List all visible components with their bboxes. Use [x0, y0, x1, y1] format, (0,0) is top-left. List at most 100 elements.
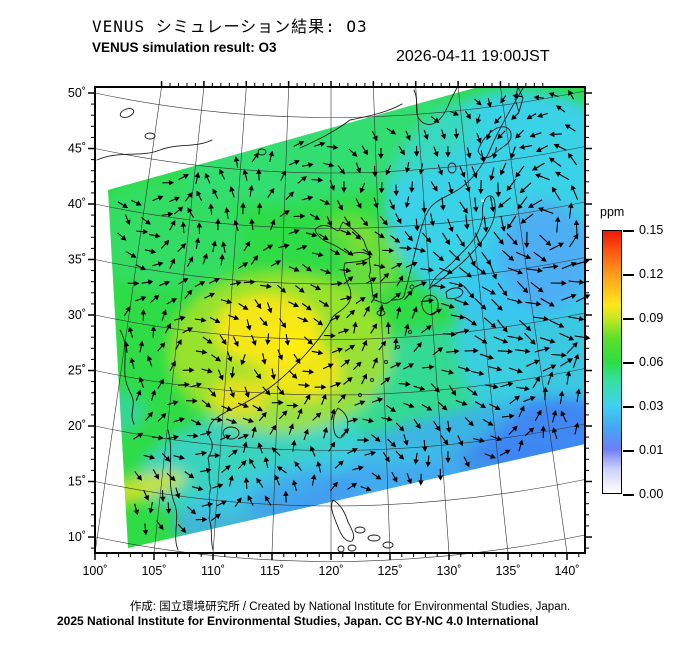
wind-arrow-head: [491, 153, 498, 160]
wind-arrow-head: [283, 490, 289, 496]
wind-arrow-head: [317, 349, 324, 356]
wind-arrow-head: [202, 253, 208, 259]
wind-arrow-head: [489, 206, 496, 213]
wind-arrow-head: [243, 433, 249, 440]
wind-arrow-head: [578, 315, 585, 322]
wind-arrow-head: [304, 382, 311, 389]
wind-arrow-head: [529, 396, 536, 402]
lon-tick-label: 115˚: [260, 564, 284, 578]
wind-arrow-head: [204, 172, 210, 179]
island-ryukyu: [384, 360, 388, 364]
wind-arrow-head: [270, 374, 276, 381]
wind-arrow-head: [550, 364, 557, 370]
wind-arrow-head: [334, 249, 341, 255]
wind-arrow-head: [340, 393, 346, 400]
latitude-axis-labels: 50˚ 45˚ 40˚ 35˚ 30˚ 25˚ 20˚ 15˚ 10˚: [68, 86, 86, 544]
wind-arrow-head: [248, 417, 255, 423]
wind-arrow-head: [392, 476, 398, 483]
wind-arrow-head: [153, 294, 160, 301]
wind-arrow-head: [229, 372, 236, 379]
wind-arrow-head: [328, 162, 335, 168]
wind-arrow-head: [573, 233, 579, 240]
wind-arrow-head: [461, 400, 468, 406]
wind-arrow-head: [206, 430, 212, 437]
wind-arrow-head: [548, 157, 555, 163]
wind-arrow-head: [413, 459, 419, 465]
wind-arrow-head: [265, 339, 271, 346]
wind-arrow-head: [209, 292, 216, 298]
wind-arrow-head: [412, 306, 418, 313]
wind-arrow-head: [394, 237, 401, 243]
wind-arrow-head: [229, 392, 235, 399]
wind-arrow-head: [251, 339, 257, 346]
coastline-continent: [207, 87, 524, 551]
wind-arrow-head: [166, 322, 172, 329]
wind-arrow-head: [535, 301, 542, 307]
wind-arrow-head: [362, 339, 368, 346]
wind-arrow-head: [293, 266, 300, 272]
wind-arrow-head: [554, 216, 561, 222]
wind-arrow-head: [379, 263, 386, 270]
wind-arrow-head: [382, 219, 388, 226]
wind-arrow-head: [568, 335, 575, 341]
wind-arrow-head: [542, 386, 549, 392]
wind-arrow-head: [231, 449, 238, 455]
wind-arrow-head: [549, 131, 555, 138]
wind-arrow-head: [182, 278, 189, 284]
title-english: VENUS simulation result: O3: [92, 40, 277, 55]
wind-arrow-head: [464, 366, 471, 372]
meridian-line: [500, 86, 568, 554]
wind-arrow-head: [407, 289, 413, 296]
wind-arrow-head: [159, 496, 166, 502]
wind-arrow-head: [187, 192, 193, 198]
wind-arrow-head: [301, 244, 308, 251]
island-ryukyu: [358, 393, 362, 397]
wind-arrow-head: [298, 287, 305, 293]
wind-arrow-head: [262, 320, 268, 327]
wind-arrow-head: [485, 259, 492, 266]
wind-arrow-head: [168, 179, 175, 186]
wind-arrow-head: [463, 300, 470, 306]
wind-arrow-head: [220, 500, 227, 506]
wind-arrow-head: [558, 322, 565, 328]
wind-arrow-head: [324, 199, 331, 205]
wind-arrow-head: [507, 381, 514, 388]
wind-arrow-head: [433, 151, 439, 157]
meridian-line: [373, 86, 391, 554]
wind-arrow-head: [316, 460, 322, 467]
wind-arrow-head: [560, 410, 566, 417]
lat-tick-label: 20˚: [68, 419, 86, 433]
wind-arrow-head: [475, 99, 482, 106]
wind-arrow-head: [278, 389, 285, 396]
wind-arrow-head: [385, 169, 391, 176]
wind-arrow-head: [242, 304, 249, 310]
wind-arrow-head: [135, 389, 142, 396]
wind-arrow-head: [512, 239, 518, 246]
wind-arrow-head: [433, 117, 440, 124]
wind-arrow-head: [573, 422, 580, 428]
wind-arrow-head: [317, 251, 324, 258]
lat-tick-label: 50˚: [68, 86, 86, 100]
wind-arrow-head: [212, 188, 218, 195]
wind-arrow-head: [453, 133, 460, 140]
wind-arrow-head: [179, 454, 185, 460]
wind-arrow-head: [372, 171, 378, 178]
wind-arrow-head: [396, 218, 402, 225]
wind-arrow-head: [134, 280, 140, 287]
island-mindoro: [337, 545, 345, 553]
wind-arrow-head: [337, 460, 344, 467]
wind-arrow-head: [233, 340, 239, 347]
wind-arrow-head: [487, 420, 494, 426]
wind-arrow-head: [327, 363, 334, 369]
colorbar-tick-label: 0.09: [639, 311, 664, 325]
island-shikoku: [445, 287, 464, 300]
wind-arrow-head: [370, 450, 377, 457]
wind-arrow-head: [256, 202, 263, 208]
wind-arrow-head: [491, 273, 497, 280]
wind-arrow-head: [507, 348, 513, 355]
parallel-line: [94, 201, 586, 229]
wind-arrow-head: [196, 190, 202, 197]
wind-arrow-head: [190, 508, 197, 515]
wind-arrow-head: [395, 306, 402, 313]
wind-arrow-head: [159, 342, 166, 349]
